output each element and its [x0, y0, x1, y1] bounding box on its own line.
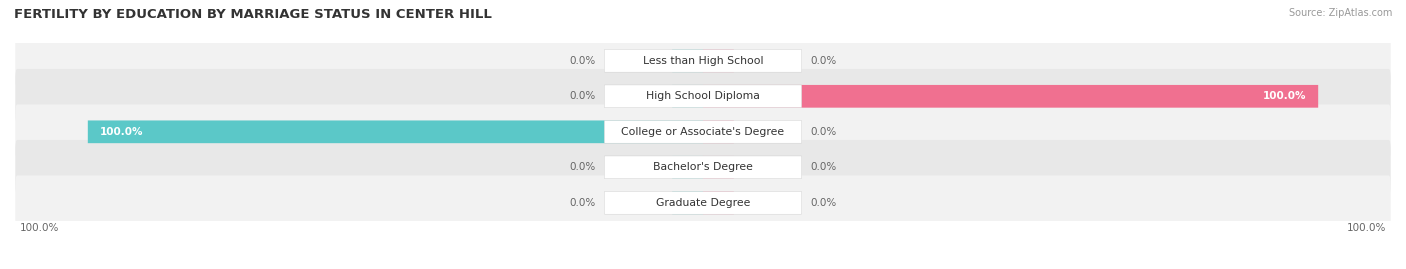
Text: College or Associate's Degree: College or Associate's Degree — [621, 127, 785, 137]
FancyBboxPatch shape — [15, 33, 1391, 88]
FancyBboxPatch shape — [87, 121, 703, 143]
Text: Less than High School: Less than High School — [643, 56, 763, 66]
Text: 0.0%: 0.0% — [811, 198, 837, 208]
Text: 0.0%: 0.0% — [811, 127, 837, 137]
FancyBboxPatch shape — [15, 140, 1391, 195]
Text: FERTILITY BY EDUCATION BY MARRIAGE STATUS IN CENTER HILL: FERTILITY BY EDUCATION BY MARRIAGE STATU… — [14, 8, 492, 21]
Text: Bachelor's Degree: Bachelor's Degree — [652, 162, 754, 172]
Text: 100.0%: 100.0% — [1263, 91, 1306, 101]
Text: 100.0%: 100.0% — [100, 127, 143, 137]
FancyBboxPatch shape — [672, 49, 703, 72]
Text: 100.0%: 100.0% — [20, 224, 59, 233]
Text: 100.0%: 100.0% — [1347, 224, 1386, 233]
FancyBboxPatch shape — [15, 104, 1391, 159]
Text: 0.0%: 0.0% — [811, 162, 837, 172]
FancyBboxPatch shape — [605, 156, 801, 179]
Text: High School Diploma: High School Diploma — [647, 91, 759, 101]
FancyBboxPatch shape — [703, 85, 1319, 108]
FancyBboxPatch shape — [672, 85, 703, 108]
FancyBboxPatch shape — [15, 175, 1391, 230]
FancyBboxPatch shape — [703, 49, 734, 72]
FancyBboxPatch shape — [605, 192, 801, 214]
FancyBboxPatch shape — [703, 121, 734, 143]
FancyBboxPatch shape — [15, 69, 1391, 124]
Text: Graduate Degree: Graduate Degree — [655, 198, 751, 208]
FancyBboxPatch shape — [605, 121, 801, 143]
FancyBboxPatch shape — [605, 49, 801, 72]
Text: 0.0%: 0.0% — [569, 56, 595, 66]
Text: 0.0%: 0.0% — [569, 162, 595, 172]
FancyBboxPatch shape — [703, 156, 734, 179]
FancyBboxPatch shape — [703, 192, 734, 214]
Text: Source: ZipAtlas.com: Source: ZipAtlas.com — [1288, 8, 1392, 18]
Text: 0.0%: 0.0% — [811, 56, 837, 66]
Text: 0.0%: 0.0% — [569, 91, 595, 101]
FancyBboxPatch shape — [605, 85, 801, 108]
FancyBboxPatch shape — [672, 156, 703, 179]
Text: 0.0%: 0.0% — [569, 198, 595, 208]
FancyBboxPatch shape — [672, 192, 703, 214]
